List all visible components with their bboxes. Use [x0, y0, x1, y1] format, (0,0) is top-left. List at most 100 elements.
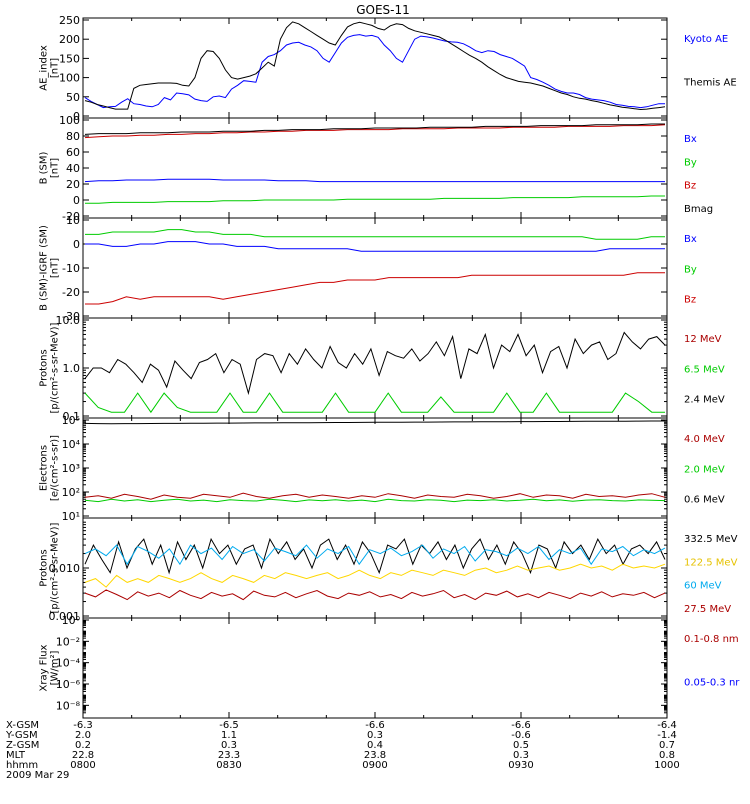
y-tick-label: 10⁻⁶ — [56, 678, 81, 691]
legend-by: By — [684, 157, 697, 168]
legend-122-5-mev: 122.5 MeV — [684, 557, 738, 568]
y-tick-label: 150 — [59, 52, 80, 65]
x-tick-value: -6.3 — [73, 720, 93, 731]
y-tick-label: 0.001 — [49, 610, 81, 623]
legend-by: By — [684, 264, 697, 275]
x-tick-value: -6.4 — [657, 720, 677, 731]
x-tick-value: 1000 — [654, 760, 679, 771]
y-tick-label: 250 — [59, 14, 80, 27]
x-tick-value: 0900 — [362, 760, 387, 771]
x-tick-value: 23.3 — [218, 750, 240, 761]
panel-frame — [82, 317, 668, 419]
legend-bz: Bz — [684, 181, 696, 192]
series-line-bx — [84, 178, 665, 183]
x-tick-value: 2.0 — [75, 730, 91, 741]
y-axis-label: Protons — [39, 349, 50, 386]
x-tick-value: 0.4 — [367, 740, 383, 751]
y-tick-label: 10⁰ — [62, 614, 81, 627]
y-axis-label: [p/(cm²-s-sr-MeV)] — [50, 522, 61, 613]
x-tick-value: 0.3 — [221, 740, 237, 751]
series-line-27-5-mev — [84, 589, 666, 601]
legend-60-mev: 60 MeV — [684, 581, 722, 592]
legend-2-4-mev: 2.4 MeV — [684, 395, 725, 406]
x-row-label-x-gsm: X-GSM — [6, 720, 39, 731]
x-tick-value: -0.6 — [511, 730, 531, 741]
series-line-by — [85, 229, 665, 240]
legend-2-0-mev: 2.0 MeV — [684, 464, 725, 475]
panel-frame — [82, 417, 668, 519]
y-tick-label: 50 — [66, 91, 80, 104]
legend-332-5-mev: 332.5 MeV — [684, 534, 738, 545]
series-line-0-6-mev — [84, 420, 665, 425]
date-label: 2009 Mar 29 — [6, 770, 69, 781]
x-tick-value: 22.8 — [72, 750, 94, 761]
legend-0-05-0-3-nr: 0.05-0.3 nr — [684, 677, 740, 688]
series-line-bx — [85, 241, 665, 252]
y-axis-label: B (SM)-IGRF (SM) — [39, 225, 50, 311]
x-tick-value: 0830 — [216, 760, 241, 771]
x-tick-value: 0.3 — [513, 750, 529, 761]
y-axis-label: [W/m²] — [50, 650, 61, 685]
series-line-6-5-mev — [84, 392, 665, 414]
legend-0-6-mev: 0.6 MeV — [684, 495, 725, 506]
legend-4-0-mev: 4.0 MeV — [684, 434, 725, 445]
y-tick-label: 0.1 — [63, 410, 81, 423]
series-line-332-5-mev — [84, 537, 666, 575]
y-tick-label: 0 — [73, 110, 80, 123]
series-line-bmag — [84, 123, 665, 135]
y-tick-label: -30 — [62, 310, 80, 323]
legend-bz: Bz — [684, 295, 696, 306]
legend-27-5-mev: 27.5 MeV — [684, 604, 731, 615]
y-tick-label: -20 — [62, 210, 80, 223]
y-tick-label: 10¹ — [62, 510, 80, 523]
x-tick-value: -6.6 — [365, 720, 385, 731]
y-axis-label: Protons — [39, 549, 50, 586]
x-tick-value: 23.8 — [364, 750, 386, 761]
y-tick-label: 80 — [66, 130, 80, 143]
x-tick-value: 0.5 — [513, 740, 529, 751]
panel-ae: 0 50 100 150 200 250 AE_index [nT] Kyoto AE Themi… — [39, 14, 737, 123]
series-line-bz — [85, 272, 665, 305]
panel-frame — [82, 217, 668, 319]
y-tick-label: 100 — [59, 72, 80, 85]
y-tick-label: 40 — [66, 162, 80, 175]
y-tick-label: 10⁴ — [62, 438, 81, 451]
series-line-122-5-mev — [84, 563, 666, 588]
series-line-bz — [84, 124, 666, 139]
y-axis-label: [p/(cm²-s-sr-MeV)] — [50, 322, 61, 413]
y-axis-label: B (SM) — [39, 151, 50, 184]
x-row-label-mlt: MLT — [6, 750, 26, 761]
series-line-kyoto-ae — [84, 34, 665, 109]
x-tick-value: -6.6 — [511, 720, 531, 731]
series-line-themis-ae — [84, 21, 666, 111]
x-tick-value: 0930 — [508, 760, 533, 771]
y-axis-label: [nT] — [50, 258, 61, 278]
y-axis-label: Xray Flux — [39, 644, 50, 691]
chart-title: GOES-11 — [356, 3, 410, 17]
y-tick-label: 1.0 — [63, 362, 81, 375]
panel-xray: 10⁻⁸ 10⁻⁶ 10⁻⁴ 10⁻² 10⁰ Xray Flux [W/m²] 0.1-0.… — [39, 614, 740, 719]
y-tick-label: 60 — [66, 146, 80, 159]
legend-bx: Bx — [684, 234, 697, 245]
y-axis-label: [e/(cm²-s-sr)] — [50, 435, 61, 501]
y-axis-label: [nT] — [50, 158, 61, 178]
y-axis-label: Electrons — [39, 445, 50, 491]
y-tick-label: 20 — [66, 178, 80, 191]
legend-bx: Bx — [684, 134, 697, 145]
x-tick-value: 0800 — [70, 760, 95, 771]
x-row-label-y-gsm: Y-GSM — [5, 730, 38, 741]
legend-0-1-0-8-nm: 0.1-0.8 nm — [684, 634, 739, 645]
y-tick-label: -10 — [62, 262, 80, 275]
y-tick-label: 0.010 — [49, 562, 81, 575]
y-axis-label: AE_index — [39, 45, 50, 91]
y-tick-label: 200 — [59, 33, 80, 46]
series-line-4-0-mev — [84, 492, 666, 500]
x-tick-value: 0.2 — [75, 740, 91, 751]
legend-kyoto-ae: Kyoto AE — [684, 34, 728, 45]
series-line-2-0-mev — [84, 498, 666, 503]
